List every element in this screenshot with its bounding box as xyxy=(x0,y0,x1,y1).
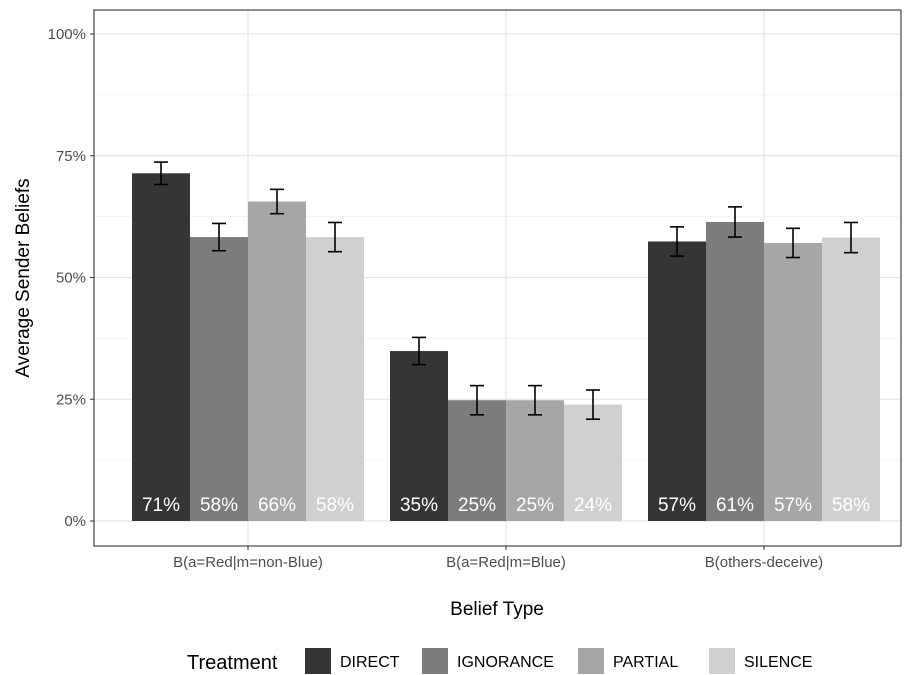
error-bars xyxy=(154,161,858,421)
bar xyxy=(648,241,706,521)
y-tick-label: 0% xyxy=(64,513,86,530)
bar xyxy=(506,400,564,521)
bar-value-labels: 71% 58% 66% 58% 35% 25% 25% 24% 57% 61% 57% 58% xyxy=(142,495,870,516)
legend-label: DIRECT xyxy=(340,654,400,671)
bars xyxy=(132,173,880,522)
x-axis-title: Belief Type xyxy=(450,599,544,620)
y-axis: 0% 25% 50% 75% 100% xyxy=(48,26,94,530)
y-tick-label: 25% xyxy=(56,391,86,408)
bar-value-label: 25% xyxy=(516,495,554,516)
bar-value-label: 25% xyxy=(458,495,496,516)
bar xyxy=(564,404,622,521)
legend-label: PARTIAL xyxy=(613,654,678,671)
legend-label: SILENCE xyxy=(744,654,812,671)
bar-value-label: 58% xyxy=(832,495,870,516)
bar xyxy=(132,173,190,522)
bar xyxy=(190,237,248,522)
legend-swatch xyxy=(578,648,604,674)
bar xyxy=(390,351,448,521)
x-tick-label: B(a=Red|m=Blue) xyxy=(446,554,566,571)
x-tick-label: B(others-deceive) xyxy=(705,554,823,571)
legend-swatch xyxy=(422,648,448,674)
bar-value-label: 66% xyxy=(258,495,296,516)
bar-value-label: 61% xyxy=(716,495,754,516)
legend-title: Treatment xyxy=(187,652,278,674)
x-axis: B(a=Red|m=non-Blue) B(a=Red|m=Blue) B(othe… xyxy=(173,546,823,571)
legend-label: IGNORANCE xyxy=(457,654,554,671)
legend-swatch xyxy=(709,648,735,674)
y-axis-title: Average Sender Beliefs xyxy=(13,178,34,377)
x-tick-label: B(a=Red|m=non-Blue) xyxy=(173,554,323,571)
bar-value-label: 35% xyxy=(400,495,438,516)
bar xyxy=(306,237,364,522)
bar-value-label: 57% xyxy=(658,495,696,516)
y-tick-label: 50% xyxy=(56,270,86,287)
bar xyxy=(706,221,764,521)
legend-swatch xyxy=(305,648,331,674)
bar xyxy=(764,242,822,521)
bar-value-label: 58% xyxy=(316,495,354,516)
bar xyxy=(248,201,306,521)
bar-value-label: 57% xyxy=(774,495,812,516)
bar xyxy=(448,400,506,521)
bar-value-label: 71% xyxy=(142,495,180,516)
bar-value-label: 58% xyxy=(200,495,238,516)
bar-value-label: 24% xyxy=(574,495,612,516)
bar xyxy=(822,237,880,522)
y-tick-label: 100% xyxy=(48,26,86,43)
y-tick-label: 75% xyxy=(56,148,86,165)
legend: Treatment DIRECT IGNORANCE PARTIAL SILENCE xyxy=(187,648,812,674)
